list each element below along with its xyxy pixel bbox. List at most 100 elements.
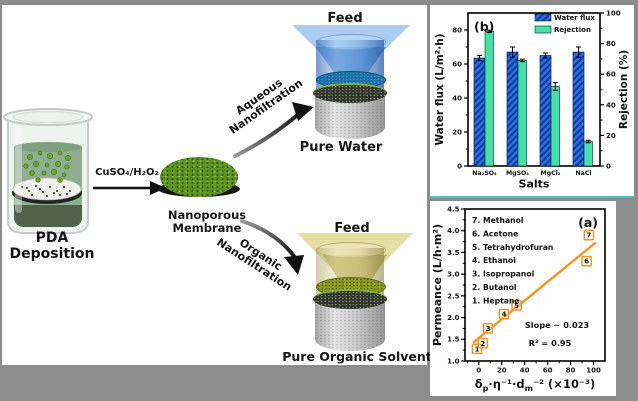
aqueous-path-arrow (233, 102, 314, 158)
data-point-isopropanol: 3 (482, 323, 494, 334)
pda-deposition-label: PDA Deposition (9, 230, 95, 262)
y-tick-label: 4.5 (447, 205, 460, 213)
pda-particles (23, 150, 71, 183)
panel-label-b: (b) (474, 19, 494, 34)
category-label: Na₂SO₄ (472, 170, 497, 177)
data-point-acetone: 6 (581, 255, 592, 267)
category-label: MgSO₄ (506, 170, 529, 177)
error-bar (519, 58, 525, 63)
membrane-layer-bottom (313, 289, 387, 309)
data-point-methanol: 7 (583, 229, 595, 241)
svg-text:6: 6 (584, 258, 589, 266)
x-tick-label: 40 (520, 367, 530, 375)
nanoporous-membrane-graphic (160, 157, 238, 197)
y-tick-label: 3.0 (447, 271, 460, 279)
x-tick-label: 20 (497, 367, 507, 375)
fit-line (472, 241, 597, 344)
data-point-heptane: 1 (471, 343, 483, 355)
svg-text:1: 1 (475, 345, 480, 353)
feed-top-label: Feed (327, 11, 363, 26)
y-axis-title: Permeance (L/h·m²) (431, 224, 444, 346)
x-tick-label: 60 (543, 367, 553, 375)
feed-bottom-label: Feed (334, 221, 370, 236)
x-axis-title: δp·η⁻¹·dm⁻² (×10⁻³) (475, 377, 596, 393)
pda-beaker-graphic (3, 108, 93, 234)
pure-water-label: Pure Water (299, 140, 383, 155)
error-bar (576, 46, 581, 58)
support-cylinder-bottom (315, 301, 385, 351)
scatter-chart-svg: 0 20 40 60 80 100 1.0 1.5 2.0 2.5 3.0 3.… (431, 205, 606, 393)
data-point-tetrahydrofuran: 5 (511, 300, 522, 311)
membrane-layer-top (313, 83, 387, 103)
legend-swatch-water-flux (534, 13, 552, 22)
x-axis-title: Salts (519, 178, 550, 191)
svg-text:3: 3 (486, 325, 491, 333)
y-tick-label: 2.5 (447, 292, 460, 300)
bar-water-flux (506, 51, 519, 167)
left-tick-label: 80 (452, 27, 462, 35)
svg-text:7: 7 (586, 232, 591, 240)
left-tick-label: 0 (457, 163, 462, 171)
right-tick-label: 60 (606, 71, 616, 79)
bar-water-flux (572, 51, 585, 167)
error-bar (510, 46, 515, 58)
solvent-list-item: 1. Heptane (472, 296, 520, 305)
solvent-list-item: 4. Ethanol (472, 256, 516, 265)
y-tick-label: 4.0 (447, 227, 460, 235)
x-tick-label: 80 (566, 367, 576, 375)
diagram-panel: PDA Deposition CuSO₄/H₂O₂ Nanoporous Mem… (2, 5, 432, 365)
solvent-list-item: 3. Isopropanol (472, 270, 534, 279)
error-bar (486, 29, 492, 34)
bar-rejection (550, 86, 560, 167)
right-tick-label: 0 (606, 163, 611, 171)
permeance-chart-panel: 0 20 40 60 80 100 1.0 1.5 2.0 2.5 3.0 3.… (430, 201, 616, 396)
x-tick-label: 0 (476, 367, 481, 375)
y-tick-label: 3.5 (447, 249, 460, 257)
left-tick-label: 60 (452, 61, 462, 69)
pure-organic-solvent-label: Pure Organic Solvent (282, 349, 432, 364)
right-tick-label: 20 (606, 132, 616, 140)
bar-rejection (517, 60, 527, 167)
error-bar (477, 55, 482, 62)
right-axis-title: Rejection (%) (618, 50, 630, 129)
x-tick-label: 100 (586, 367, 601, 375)
right-tick-label: 100 (606, 10, 621, 18)
panel-label-a: (a) (578, 215, 598, 230)
category-label: NaCl (575, 170, 591, 177)
nanoporous-membrane-label: Nanoporous Membrane (167, 208, 247, 235)
legend-label: Water flux (554, 14, 595, 22)
solvent-list-item: 5. Tetrahydrofuran (472, 243, 553, 252)
error-bar (585, 139, 591, 144)
right-tick-label: 40 (606, 101, 616, 109)
reaction-arrow (93, 181, 166, 195)
solvent-list-item: 2. Butanol (472, 283, 517, 292)
svg-text:4: 4 (502, 311, 507, 319)
left-axis-title: Water flux (L/m²·h) (434, 33, 446, 145)
error-bar (552, 82, 558, 91)
legend-label: Rejection (554, 26, 591, 34)
slope-annotation: Slope ~ 0.023 (525, 320, 590, 330)
solvent-list-item: 6. Acetone (472, 229, 518, 238)
bar-rejection (484, 31, 494, 167)
r2-annotation: R² = 0.95 (529, 338, 572, 348)
bar-rejection (583, 141, 593, 167)
y-tick-label: 2.0 (447, 314, 460, 322)
left-tick-label: 40 (452, 95, 462, 103)
right-tick-label: 80 (606, 40, 616, 48)
organic-path-arrow (240, 219, 304, 275)
left-tick-label: 20 (452, 129, 462, 137)
legend-swatch-rejection (534, 25, 552, 34)
bar-chart-svg: 0 20 40 60 80 0 20 40 60 80 100 Na₂SO₄ M… (434, 10, 630, 191)
svg-text:2: 2 (480, 340, 485, 348)
error-bar (543, 52, 548, 59)
y-tick-label: 1.0 (447, 357, 460, 365)
bar-water-flux (539, 55, 552, 167)
legend: Water flux Rejection (534, 13, 595, 34)
bar-water-flux (473, 57, 486, 167)
water-flux-rejection-chart-panel: 0 20 40 60 80 0 20 40 60 80 100 Na₂SO₄ M… (430, 5, 634, 198)
y-tick-label: 1.5 (447, 336, 460, 344)
category-label: MgCl₂ (541, 170, 561, 177)
reagent-label: CuSO₄/H₂O₂ (95, 167, 159, 178)
membrane-speckles (21, 185, 71, 197)
